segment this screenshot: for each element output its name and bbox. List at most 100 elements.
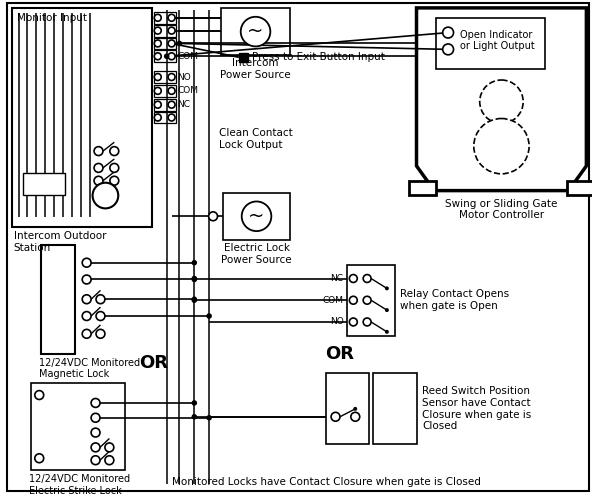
- Circle shape: [154, 14, 161, 21]
- Circle shape: [91, 456, 100, 464]
- Circle shape: [154, 27, 161, 34]
- Bar: [436, 18, 545, 69]
- Bar: [373, 374, 417, 444]
- Circle shape: [241, 17, 271, 46]
- Text: Swing or Sliding Gate
Motor Controller: Swing or Sliding Gate Motor Controller: [445, 198, 558, 220]
- Text: 12/24VDC Monitored
Electric Strike Lock: 12/24VDC Monitored Electric Strike Lock: [29, 474, 131, 496]
- Circle shape: [154, 101, 161, 108]
- Bar: [154, 12, 176, 24]
- Text: ~: ~: [247, 22, 263, 41]
- Circle shape: [191, 276, 197, 281]
- Circle shape: [349, 274, 357, 282]
- Circle shape: [168, 74, 175, 80]
- Bar: [11, 8, 152, 227]
- Bar: [41, 245, 47, 354]
- Text: Relay Contact Opens
when gate is Open: Relay Contact Opens when gate is Open: [400, 290, 509, 311]
- Circle shape: [206, 314, 212, 319]
- Text: 12/24VDC Monitored
Magnetic Lock: 12/24VDC Monitored Magnetic Lock: [39, 358, 141, 379]
- Circle shape: [105, 443, 114, 452]
- Text: Intercom Outdoor
Station: Intercom Outdoor Station: [14, 231, 106, 252]
- Circle shape: [91, 398, 100, 407]
- Text: ~: ~: [249, 207, 265, 226]
- Circle shape: [206, 415, 212, 420]
- Circle shape: [154, 53, 161, 60]
- Polygon shape: [417, 8, 586, 190]
- Bar: [53, 391, 83, 462]
- Circle shape: [96, 312, 105, 320]
- Text: COM: COM: [322, 296, 343, 304]
- Circle shape: [209, 212, 218, 220]
- Text: COM: COM: [178, 86, 198, 96]
- Circle shape: [168, 88, 175, 94]
- Bar: [23, 173, 65, 195]
- Bar: [59, 391, 65, 462]
- Bar: [223, 192, 290, 240]
- Bar: [154, 99, 176, 110]
- Circle shape: [363, 274, 371, 282]
- Bar: [47, 245, 53, 354]
- Circle shape: [353, 407, 357, 411]
- Circle shape: [105, 456, 114, 464]
- Bar: [33, 391, 51, 462]
- Text: Monitored Locks have Contact Closure when gate is Closed: Monitored Locks have Contact Closure whe…: [172, 477, 480, 487]
- Text: NC: NC: [330, 274, 343, 283]
- Text: Press to Exit Button Input: Press to Exit Button Input: [252, 52, 384, 62]
- Text: NO: NO: [178, 72, 191, 82]
- Circle shape: [363, 318, 371, 326]
- Circle shape: [94, 176, 103, 185]
- Circle shape: [35, 454, 44, 462]
- Text: Monitor Input: Monitor Input: [17, 13, 86, 23]
- Circle shape: [177, 40, 182, 46]
- Circle shape: [168, 27, 175, 34]
- Circle shape: [91, 443, 100, 452]
- Circle shape: [168, 114, 175, 121]
- Bar: [154, 85, 176, 97]
- Circle shape: [168, 40, 175, 47]
- Text: Reed Switch Position
Sensor have Contact
Closure when gate is
Closed: Reed Switch Position Sensor have Contact…: [423, 386, 532, 432]
- Circle shape: [191, 298, 197, 303]
- Circle shape: [331, 412, 340, 421]
- Circle shape: [349, 318, 357, 326]
- Circle shape: [191, 414, 197, 420]
- Circle shape: [480, 80, 523, 124]
- Bar: [41, 245, 75, 354]
- Circle shape: [385, 286, 389, 290]
- Circle shape: [443, 27, 454, 38]
- Bar: [71, 391, 77, 462]
- Bar: [77, 391, 83, 462]
- Bar: [347, 264, 395, 336]
- Circle shape: [385, 330, 389, 334]
- Circle shape: [96, 330, 105, 338]
- Bar: [154, 50, 176, 62]
- Bar: [567, 180, 594, 194]
- Circle shape: [96, 295, 105, 304]
- Text: Intercom
Power Source: Intercom Power Source: [220, 58, 291, 80]
- Circle shape: [351, 412, 360, 421]
- Text: NO: NO: [330, 318, 343, 326]
- Text: OR: OR: [325, 344, 354, 362]
- Bar: [154, 112, 176, 124]
- Circle shape: [191, 260, 197, 266]
- Text: NC: NC: [178, 100, 191, 109]
- Circle shape: [82, 312, 91, 320]
- Circle shape: [91, 428, 100, 437]
- Circle shape: [82, 258, 91, 267]
- Bar: [53, 391, 59, 462]
- Circle shape: [82, 275, 91, 284]
- Text: Clean Contact
Lock Output: Clean Contact Lock Output: [219, 128, 293, 150]
- Bar: [53, 245, 59, 354]
- Circle shape: [349, 296, 357, 304]
- Circle shape: [110, 176, 119, 185]
- Circle shape: [242, 202, 271, 231]
- Circle shape: [94, 164, 103, 172]
- Circle shape: [110, 146, 119, 156]
- Circle shape: [94, 146, 103, 156]
- Circle shape: [168, 14, 175, 21]
- Circle shape: [82, 330, 91, 338]
- Bar: [32, 383, 125, 470]
- Bar: [65, 391, 71, 462]
- Bar: [409, 180, 436, 194]
- Circle shape: [154, 74, 161, 80]
- Circle shape: [92, 182, 118, 208]
- Circle shape: [35, 390, 44, 400]
